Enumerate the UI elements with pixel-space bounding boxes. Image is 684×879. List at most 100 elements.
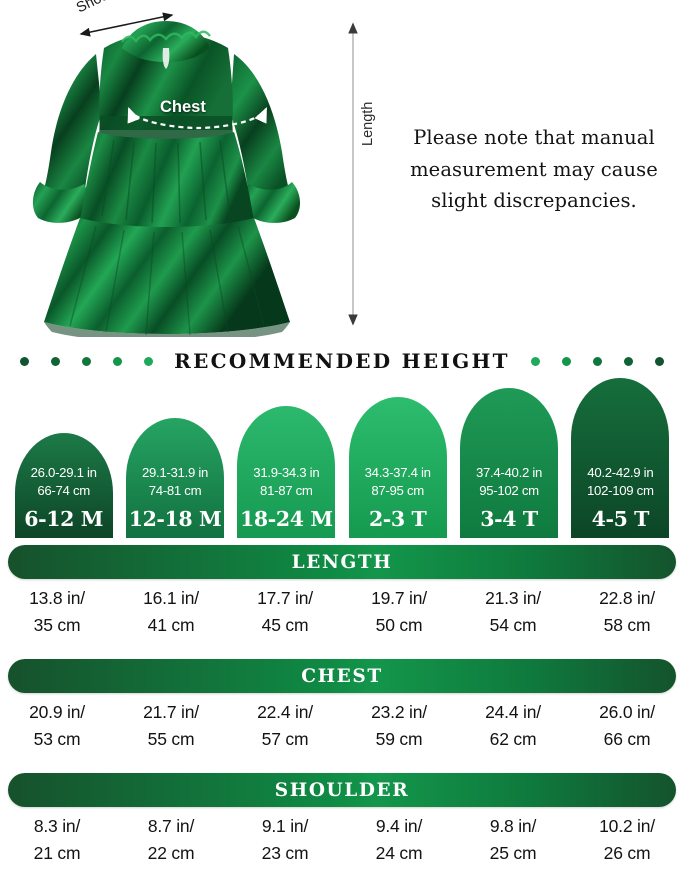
measurement-value-cm: 26 cm [603,842,651,863]
size-arch-text: 34.3-37.4 in 87-95 cm 2-3 T [349,464,447,532]
measurement-value-inches: 8.3 in/ [33,816,81,836]
measurement-value-inches: 9.8 in/ [489,816,537,836]
decorative-dot-left-6 [144,356,154,366]
size-arch-body [571,378,670,538]
height-range-inches: 37.4-40.2 in [475,464,543,480]
height-range-cm: 102-109 cm [587,483,654,499]
size-arch-text: 29.1-31.9 in 74-81 cm 12-18 M [126,464,224,532]
size-arch-body [348,397,447,538]
measurement-value-cell: 13.8 in/35 cm [0,585,114,643]
measurement-value-inches: 26.0 in/ [599,702,655,722]
decorative-dot-right-4 [623,356,633,366]
measurement-value-cm: 23 cm [261,842,309,863]
size-arch-label: 3-4 T [480,507,538,532]
height-range-cm: 87-95 cm [371,483,424,499]
measurement-value-cell: 22.8 in/58 cm [570,585,684,643]
height-range-inches: 26.0-29.1 in [30,464,97,480]
measurement-value-cm: 59 cm [375,728,423,749]
shoulder-annotation: Shoulder [74,0,179,42]
measurement-value-row: 13.8 in/35 cm 16.1 in/41 cm 17.7 in/45 cm 1… [0,585,684,643]
size-arch-text: 26.0-29.1 in 66-74 cm 6-12 M [15,464,113,532]
measurement-value-cell: 9.1 in/23 cm [228,813,342,871]
measurement-value-cm: 45 cm [261,614,309,635]
size-arch-label: 6-12 M [24,507,104,532]
measurement-value-inches: 23.2 in/ [371,702,427,722]
recommended-height-title: RECOMMENDED HEIGHT [174,349,510,373]
decorative-dot-left-3 [51,356,61,366]
measurement-value-row: 8.3 in/21 cm 8.7 in/22 cm 9.1 in/23 cm 9.4 … [0,813,684,871]
decorative-dot-right-2 [561,356,571,366]
measurement-value-cell: 24.4 in/62 cm [456,699,570,757]
chest-annotation-label: Chest [160,98,206,116]
size-arch: 29.1-31.9 in 74-81 cm 12-18 M [126,418,224,538]
size-arch-height-range: 31.9-34.3 in 81-87 cm [237,464,335,500]
size-arch-height-range: 26.0-29.1 in 66-74 cm [15,464,113,500]
measurement-section-label: SHOULDER [274,779,410,801]
measurement-value-cm: 35 cm [33,614,81,635]
size-arch-label: 4-5 T [591,507,650,532]
size-arch-height-range: 37.4-40.2 in 95-102 cm [460,464,558,500]
decorative-dot-right-5 [654,356,664,366]
measurement-value-inches: 24.4 in/ [485,702,541,722]
measurement-value-cell: 19.7 in/50 cm [342,585,456,643]
illustration-area: Shoulder [0,0,684,345]
measurement-value-cm: 58 cm [603,614,651,635]
measurement-value-inches: 17.7 in/ [257,588,313,608]
size-arch: 26.0-29.1 in 66-74 cm 6-12 M [14,433,113,538]
size-arch-body [126,418,224,538]
decorative-dots-right [520,356,684,366]
measurement-value-cell: 9.8 in/25 cm [456,813,570,871]
measurement-value-cell: 21.7 in/55 cm [114,699,228,757]
measurement-note: Please note that manual measurement may … [410,126,658,213]
measurement-value-cell: 21.3 in/54 cm [456,585,570,643]
recommended-height-banner: RECOMMENDED HEIGHT [0,348,684,374]
measurement-value-cell: 9.4 in/24 cm [342,813,456,871]
size-arch: 31.9-34.3 in 81-87 cm 18-24 M [237,406,336,538]
measurement-value-inches: 13.8 in/ [29,588,85,608]
measurement-value-cm: 24 cm [375,842,423,863]
measurement-value-cell: 10.2 in/26 cm [570,813,684,871]
measurement-value-inches: 16.1 in/ [143,588,199,608]
measurement-value-cell: 16.1 in/41 cm [114,585,228,643]
measurement-value-cm: 62 cm [489,728,537,749]
measurement-section-bar: CHEST [8,659,676,693]
size-arch: 40.2-42.9 in 102-109 cm 4-5 T [571,378,670,538]
measurement-value-cell: 22.4 in/57 cm [228,699,342,757]
measurement-value-inches: 22.8 in/ [599,588,655,608]
dress-illustration [32,21,301,337]
size-arch-height-range: 34.3-37.4 in 87-95 cm [349,464,447,500]
measurement-value-cm: 57 cm [261,728,309,749]
decorative-dot-right-1 [530,356,540,366]
height-range-cm: 74-81 cm [148,483,202,499]
size-arch-text: 31.9-34.3 in 81-87 cm 18-24 M [237,464,335,532]
height-range-inches: 31.9-34.3 in [253,464,320,480]
decorative-dot-right-3 [592,356,602,366]
measurement-value-cm: 66 cm [603,728,651,749]
measurement-value-cm: 22 cm [147,842,195,863]
measurement-value-cm: 55 cm [147,728,195,749]
size-arch-body [14,433,113,538]
measurement-value-cm: 50 cm [375,614,423,635]
height-range-cm: 95-102 cm [479,483,539,499]
measurement-value-cell: 23.2 in/59 cm [342,699,456,757]
measurement-value-inches: 19.7 in/ [371,588,427,608]
length-annotation: Length [344,18,390,330]
size-arch: 34.3-37.4 in 87-95 cm 2-3 T [348,397,447,538]
decorative-dots-left [0,356,164,366]
measurement-value-inches: 20.9 in/ [29,702,85,722]
height-range-cm: 81-87 cm [260,483,313,499]
measurement-value-inches: 21.7 in/ [143,702,199,722]
size-arch-text: 40.2-42.9 in 102-109 cm 4-5 T [571,464,669,532]
height-range-inches: 40.2-42.9 in [587,464,654,480]
measurement-value-inches: 22.4 in/ [257,702,313,722]
measurement-section-bar: LENGTH [8,545,676,579]
size-arch-row: 26.0-29.1 in 66-74 cm 6-12 M 29.1-31.9 in 74… [8,378,676,538]
measurement-value-inches: 21.3 in/ [485,588,541,608]
size-arch-height-range: 29.1-31.9 in 74-81 cm [126,464,224,500]
measurement-value-cell: 26.0 in/66 cm [570,699,684,757]
measurement-section-label: CHEST [301,665,383,687]
decorative-dot-left-5 [113,356,123,366]
measurement-value-cell: 8.3 in/21 cm [0,813,114,871]
size-arch-text: 37.4-40.2 in 95-102 cm 3-4 T [460,464,558,532]
measurement-value-cm: 25 cm [489,842,537,863]
